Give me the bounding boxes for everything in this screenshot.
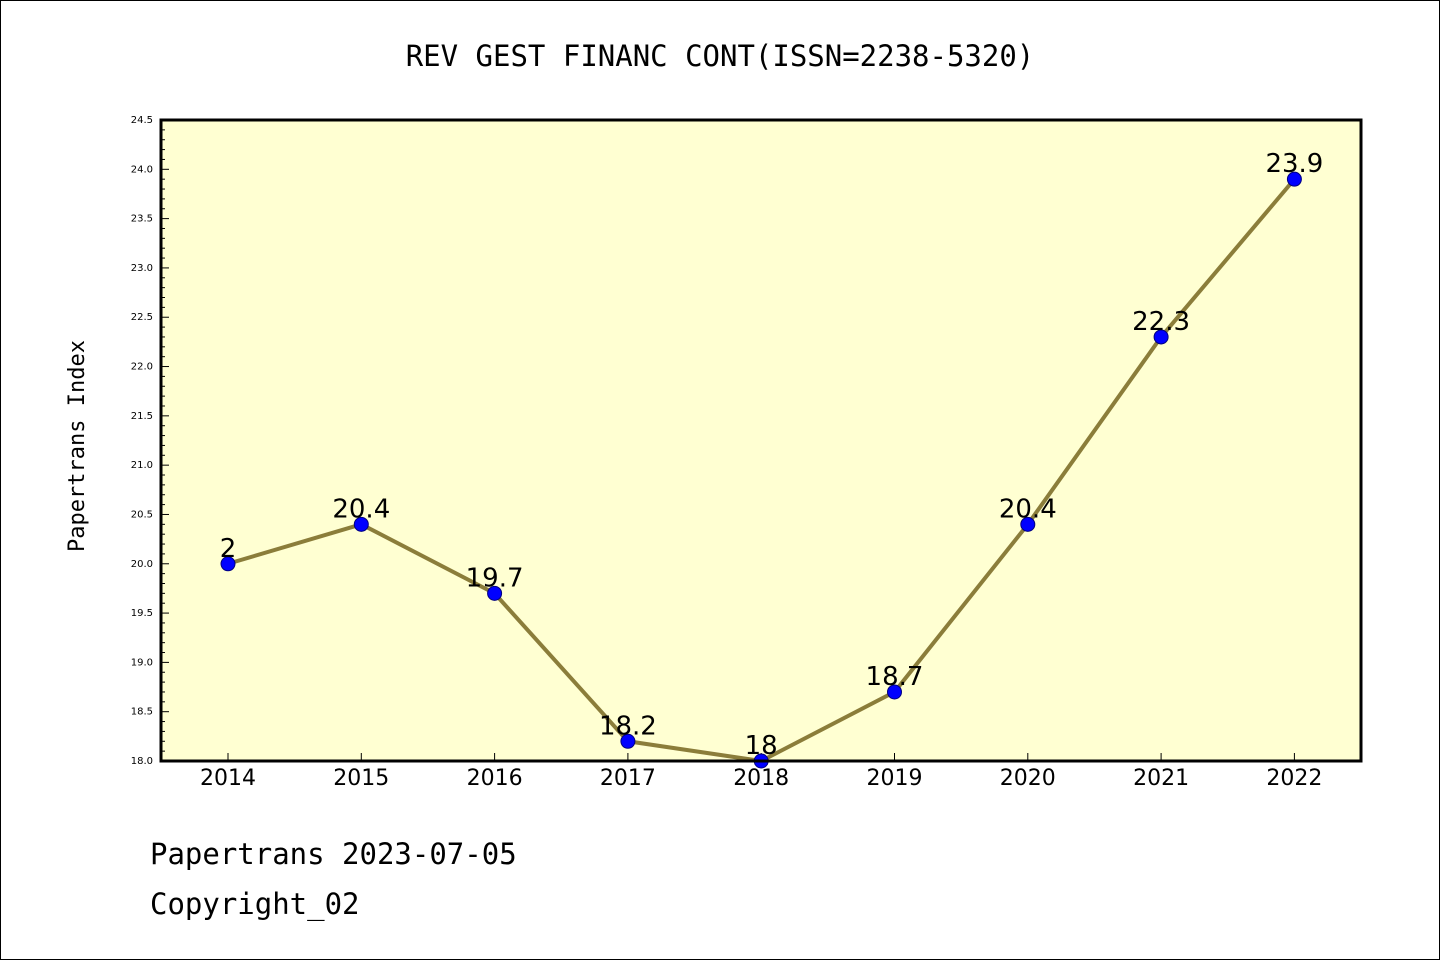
y-tick-label: 23.0 — [131, 263, 153, 274]
data-label: 18.7 — [866, 662, 924, 692]
data-point — [353, 516, 369, 532]
data-point — [620, 733, 636, 749]
y-tick-label: 20.5 — [131, 509, 153, 520]
y-tick-label: 18.0 — [131, 756, 153, 767]
plot-border — [159, 118, 1363, 763]
data-label: 18.2 — [599, 711, 657, 741]
y-tick-label: 21.5 — [131, 411, 153, 422]
y-tick-label: 21.0 — [131, 460, 153, 471]
x-tick-label: 2020 — [1000, 766, 1056, 791]
data-point — [1286, 171, 1302, 187]
data-label: 22.3 — [1132, 307, 1190, 337]
data-label: 19.7 — [466, 563, 524, 593]
x-tick-label: 2017 — [600, 766, 656, 791]
data-label: 18 — [745, 731, 778, 761]
y-tick-label: 22.0 — [131, 362, 153, 373]
data-point — [1153, 329, 1169, 345]
y-axis: 18.0 18.5 19.0 19.5 20.0 20.5 21.0 21.5 22.0 22.5… — [131, 115, 169, 767]
data-point — [220, 556, 236, 572]
y-tick-label: 18.5 — [131, 707, 153, 718]
footer-date: Papertrans 2023-07-05 — [150, 837, 517, 871]
y-tick-label: 19.0 — [131, 657, 153, 668]
x-tick-label: 2018 — [733, 766, 789, 791]
x-tick-label: 2022 — [1266, 766, 1322, 791]
series-markers — [220, 171, 1302, 769]
x-tick-label: 2015 — [333, 766, 389, 791]
footer-copyright: Copyright_02 — [150, 887, 360, 922]
data-label: 23.9 — [1265, 149, 1323, 179]
x-tick-label: 2021 — [1133, 766, 1189, 791]
data-label: 20.4 — [332, 494, 390, 524]
y-tick-label: 22.5 — [131, 312, 153, 323]
y-tick-label: 24.5 — [131, 115, 153, 126]
y-axis-label: Papertrans Index — [65, 340, 90, 552]
data-point — [1020, 516, 1036, 532]
y-tick-label: 23.5 — [131, 214, 153, 225]
data-label: 2 — [220, 534, 237, 564]
x-tick-label: 2019 — [867, 766, 923, 791]
data-label: 20.4 — [999, 494, 1057, 524]
y-tick-label: 24.0 — [131, 164, 153, 175]
data-labels: 2 20.4 19.7 18.2 18 18.7 20.4 22.3 23.9 — [220, 149, 1324, 761]
data-point — [887, 684, 902, 700]
x-tick-label: 2016 — [467, 766, 523, 791]
data-point — [487, 585, 503, 601]
chart-title: REV GEST FINANC CONT(ISSN=2238-5320) — [406, 39, 1035, 73]
y-tick-label: 19.5 — [131, 608, 153, 619]
y-tick-label: 20.0 — [131, 559, 153, 570]
plot-area — [161, 120, 1361, 761]
x-axis: 2014 2015 2016 2017 2018 2019 2020 2021 2022 — [200, 753, 1322, 791]
x-tick-label: 2014 — [200, 766, 256, 791]
